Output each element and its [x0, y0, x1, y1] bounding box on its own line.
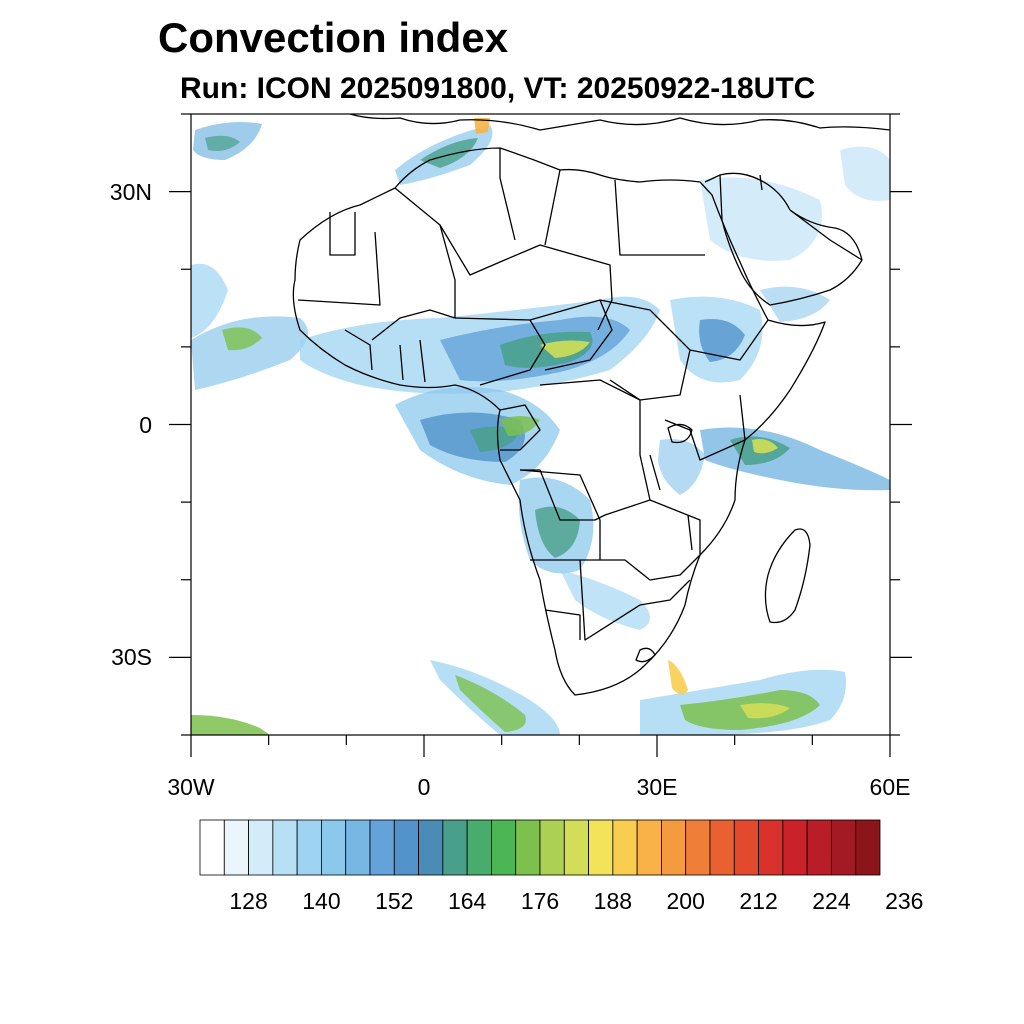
convection-area	[474, 118, 490, 134]
country-border	[789, 209, 863, 261]
africa-coastline	[292, 147, 826, 696]
convection-area	[191, 316, 308, 390]
convection-area	[191, 715, 270, 735]
colorbar-swatch	[466, 819, 492, 876]
axis-ticks	[169, 113, 912, 757]
country-border	[499, 404, 541, 451]
madagascar-coastline	[764, 528, 811, 624]
convection-area	[540, 340, 590, 358]
country-border	[519, 469, 601, 561]
colorbar-swatch	[806, 819, 832, 876]
country-border	[544, 169, 561, 246]
colorbar-swatch	[272, 819, 298, 876]
colorbar-swatch	[733, 819, 759, 876]
country-border	[614, 179, 705, 256]
colorbar-swatch	[515, 819, 541, 876]
colorbar-swatch	[539, 819, 565, 876]
lake-victoria	[667, 423, 693, 444]
country-border	[635, 647, 656, 663]
europe-coastline	[349, 114, 890, 131]
arabia-coastline	[719, 172, 863, 306]
lon-tick-label: 30E	[636, 774, 678, 800]
colorbar-label: 164	[447, 888, 487, 914]
colorbar-label: 236	[885, 888, 924, 914]
colorbar-label: 212	[739, 888, 778, 914]
colorbar-swatch	[248, 819, 274, 876]
colorbar-label: 200	[666, 888, 705, 914]
country-border	[704, 174, 763, 191]
convection-area	[840, 146, 890, 201]
colorbar-swatch	[491, 819, 517, 876]
colorbar	[199, 819, 881, 876]
convection-area	[420, 138, 478, 168]
colorbar-swatch	[199, 819, 225, 876]
colorbar-swatch	[321, 819, 347, 876]
colorbar-label: 128	[229, 888, 268, 914]
colorbar-swatch	[831, 819, 857, 876]
colorbar-swatch	[636, 819, 662, 876]
lat-tick-label: 0	[139, 411, 152, 438]
convection-area	[740, 703, 790, 719]
convection-area	[560, 570, 650, 630]
colorbar-label: 140	[302, 888, 341, 914]
colorbar-swatch	[563, 819, 589, 876]
colorbar-label: 176	[520, 888, 560, 914]
colorbar-swatch	[758, 819, 784, 876]
convection-area	[700, 427, 890, 491]
colorbar-swatch	[588, 819, 614, 876]
colorbar-label: 188	[593, 888, 633, 914]
colorbar-swatch	[442, 819, 468, 876]
chart-title: Convection index	[158, 14, 509, 61]
coastlines	[292, 114, 890, 696]
country-border	[544, 609, 581, 640]
convection-area	[752, 439, 778, 454]
convection-area	[658, 439, 705, 495]
country-border	[599, 299, 691, 401]
convection-area	[699, 319, 745, 362]
colorbar-swatch	[709, 819, 735, 876]
colorbar-swatch	[855, 819, 881, 876]
colorbar-swatch	[223, 819, 249, 876]
country-border	[454, 317, 546, 386]
country-border	[520, 379, 651, 521]
colorbar-swatch	[685, 819, 711, 876]
lat-tick-label: 30N	[109, 178, 152, 205]
country-border	[344, 329, 426, 383]
lon-tick-label: 30W	[167, 774, 215, 800]
colorbar-label: 152	[375, 888, 414, 914]
country-border	[579, 559, 691, 641]
convection-area	[668, 660, 688, 695]
lake-tanganyika	[649, 454, 661, 491]
convection-area	[222, 327, 262, 351]
country-border	[499, 148, 516, 241]
colorbar-swatch	[612, 819, 638, 876]
lake-malawi	[687, 514, 693, 551]
lat-tick-label: 30S	[111, 644, 152, 671]
lon-tick-label: 60E	[869, 774, 911, 800]
country-border	[394, 187, 613, 331]
colorbar-swatch	[345, 819, 371, 876]
country-border	[664, 394, 746, 461]
country-border	[600, 499, 701, 581]
country-border	[689, 319, 769, 361]
convection-field	[191, 118, 890, 735]
convection-area	[455, 675, 526, 732]
colorbar-swatch	[661, 819, 687, 876]
colorbar-swatch	[296, 819, 322, 876]
convection-area	[205, 135, 240, 151]
lon-tick-label: 0	[417, 774, 431, 800]
chart-subtitle: Run: ICON 2025091800, VT: 20250922-18UTC	[180, 72, 816, 105]
colorbar-swatch	[782, 819, 808, 876]
country-border	[371, 224, 456, 341]
colorbar-swatch	[393, 819, 419, 876]
colorbar-label: 224	[812, 888, 851, 914]
convection-area	[500, 416, 540, 436]
colorbar-swatch	[369, 819, 395, 876]
convection-area	[191, 263, 228, 338]
country-border	[529, 299, 613, 371]
colorbar-swatch	[418, 819, 444, 876]
country-border	[329, 212, 356, 256]
country-border	[297, 231, 381, 306]
